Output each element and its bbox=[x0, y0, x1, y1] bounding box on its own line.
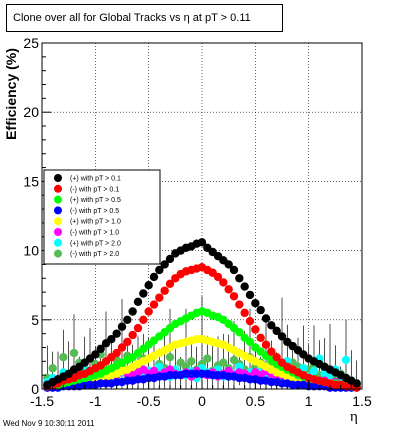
data-point bbox=[117, 343, 127, 352]
data-point bbox=[128, 330, 137, 340]
data-point bbox=[112, 329, 121, 338]
data-point bbox=[224, 285, 233, 294]
data-point bbox=[352, 379, 361, 388]
data-point bbox=[59, 352, 68, 362]
data-point bbox=[261, 314, 271, 323]
timestamp-footer: Wed Nov 9 10:30:11 2011 bbox=[3, 419, 95, 428]
legend: (+) with pT > 0.1 (-) with pT > 0.1 (+) wi… bbox=[43, 169, 161, 265]
legend-label: (-) with pT > 0.5 bbox=[70, 208, 119, 215]
x-axis-label: η bbox=[350, 409, 358, 425]
data-point bbox=[245, 337, 255, 347]
data-point bbox=[235, 274, 244, 283]
data-points bbox=[43, 238, 361, 392]
data-point bbox=[224, 260, 233, 269]
legend-label: (-) with pT > 2.0 bbox=[70, 251, 119, 258]
data-point bbox=[112, 348, 121, 358]
data-point bbox=[245, 316, 255, 326]
data-point bbox=[187, 357, 196, 366]
data-point bbox=[155, 265, 164, 275]
legend-label: (+) with pT > 1.0 bbox=[70, 219, 121, 226]
data-point bbox=[256, 333, 265, 342]
data-point bbox=[133, 297, 143, 307]
data-point bbox=[96, 344, 105, 354]
data-point bbox=[341, 355, 351, 365]
y-tick-label: 15 bbox=[23, 173, 39, 189]
data-point bbox=[165, 352, 175, 362]
data-point bbox=[123, 315, 132, 324]
x-tick-label: 1.5 bbox=[352, 393, 372, 409]
data-point bbox=[272, 352, 281, 362]
y-tick-label: 25 bbox=[23, 35, 39, 51]
legend-marker bbox=[54, 228, 62, 236]
legend-marker bbox=[54, 195, 62, 204]
data-point bbox=[213, 272, 223, 282]
legend-marker bbox=[54, 174, 62, 182]
legend-marker bbox=[54, 206, 62, 215]
data-point bbox=[123, 337, 132, 347]
data-point bbox=[139, 315, 148, 324]
data-point bbox=[160, 260, 169, 269]
data-point bbox=[144, 281, 153, 290]
y-axis-label: Efficiency (%) bbox=[3, 48, 19, 140]
y-tick-label: 20 bbox=[23, 104, 39, 120]
data-point bbox=[48, 364, 57, 373]
data-point bbox=[267, 321, 276, 330]
x-tick-label: 1 bbox=[305, 393, 313, 409]
legend-marker bbox=[54, 249, 62, 258]
data-point bbox=[165, 254, 175, 264]
data-point bbox=[165, 279, 175, 289]
x-tick-label: -1.5 bbox=[30, 393, 54, 409]
legend-box bbox=[43, 169, 161, 265]
chart-title: Clone over all for Global Tracks vs η at… bbox=[6, 4, 283, 32]
data-point bbox=[155, 293, 164, 302]
data-point bbox=[149, 300, 159, 309]
data-point bbox=[219, 278, 228, 287]
data-point bbox=[251, 325, 260, 334]
legend-marker bbox=[54, 238, 62, 247]
legend-label: (-) with pT > 1.0 bbox=[70, 230, 119, 237]
data-point bbox=[229, 265, 239, 275]
data-point bbox=[117, 322, 127, 331]
data-point bbox=[197, 238, 207, 247]
legend-marker bbox=[54, 184, 62, 193]
data-point bbox=[251, 298, 260, 308]
data-point bbox=[245, 290, 255, 300]
data-point bbox=[267, 347, 276, 356]
data-point bbox=[139, 289, 148, 298]
y-tick-label: 5 bbox=[31, 312, 39, 328]
data-point bbox=[240, 282, 249, 291]
data-point bbox=[309, 366, 319, 376]
data-point bbox=[107, 334, 116, 344]
data-point bbox=[219, 358, 228, 367]
x-tick-label: 0 bbox=[198, 393, 206, 409]
y-tick-label: 0 bbox=[31, 381, 39, 397]
data-point bbox=[272, 326, 281, 336]
data-point bbox=[149, 272, 159, 282]
x-tick-label: -0.5 bbox=[137, 393, 161, 409]
tick-labels: -1.5 -1 -0.5 0 0.5 1 1.5 0 5 10 15 20 25 bbox=[23, 35, 372, 409]
data-point bbox=[256, 305, 265, 315]
y-tick-label: 10 bbox=[23, 243, 39, 259]
legend-marker bbox=[54, 217, 62, 226]
legend-label: (+) with pT > 0.5 bbox=[70, 197, 121, 204]
data-point bbox=[69, 348, 79, 358]
legend-label: (+) with pT > 2.0 bbox=[70, 240, 121, 247]
data-point bbox=[203, 354, 212, 363]
data-point bbox=[277, 332, 287, 341]
data-point bbox=[128, 307, 137, 316]
data-point bbox=[91, 350, 100, 359]
data-point bbox=[235, 328, 244, 337]
data-point bbox=[160, 286, 169, 295]
x-tick-label: 0.5 bbox=[246, 393, 266, 409]
legend-label: (-) with pT > 0.1 bbox=[70, 186, 119, 193]
data-point bbox=[144, 307, 153, 316]
data-point bbox=[235, 300, 244, 309]
x-tick-label: -1 bbox=[89, 393, 102, 409]
legend-label: (+) with pT > 0.1 bbox=[70, 176, 121, 183]
data-point bbox=[229, 292, 239, 301]
data-point bbox=[261, 340, 271, 349]
data-point bbox=[133, 323, 143, 333]
data-point bbox=[240, 308, 249, 318]
